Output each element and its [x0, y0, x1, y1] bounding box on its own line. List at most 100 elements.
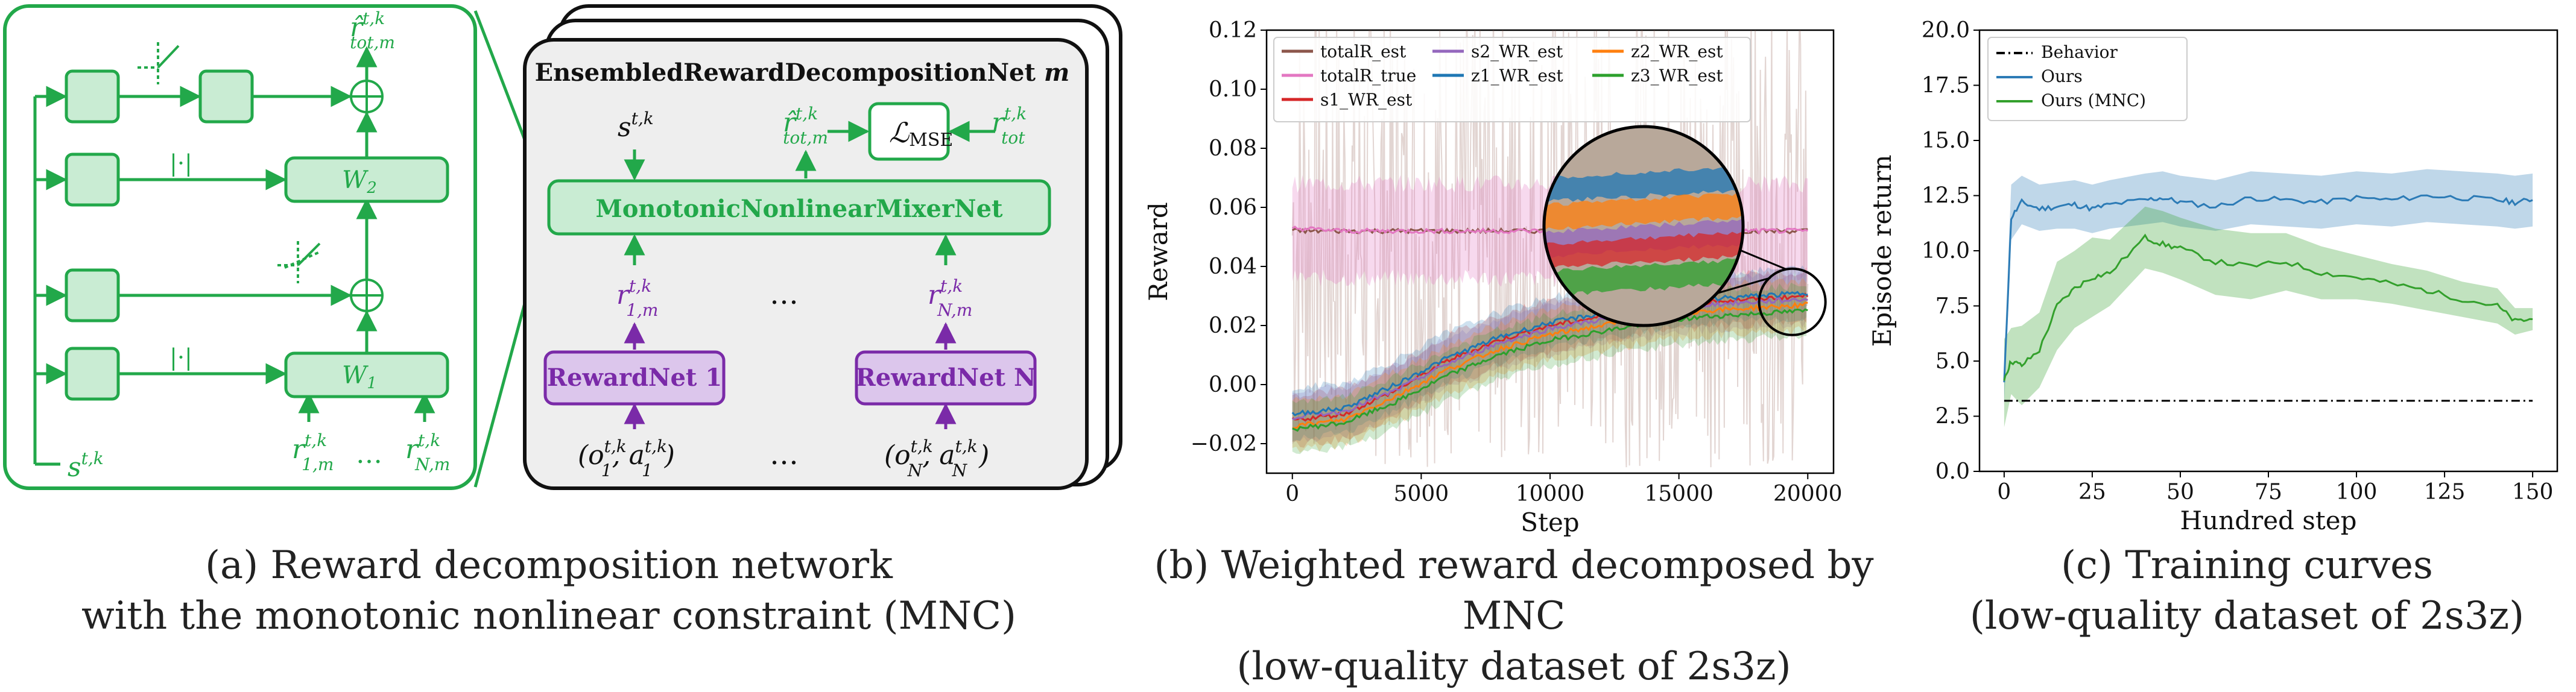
- w1-label: W1: [342, 362, 377, 392]
- state-input-label: st,k: [68, 448, 104, 483]
- legend-b: totalR_esttotalR_trues1_WR_ests2_WR_estz…: [1273, 37, 1751, 122]
- x-tick-label: 0: [1997, 480, 2011, 505]
- y-tick-label: 15.0: [1922, 128, 1970, 153]
- hyper-box-5: [65, 347, 120, 401]
- band-Ours: [2004, 169, 2533, 406]
- panel-a-diagram: |·| |·| W2 W1 st,k r̂t,k tot,m rt,k 1,m … …: [3, 4, 1122, 490]
- y-tick-label: 0.02: [1209, 313, 1257, 338]
- reward-label-N: rt,k N,m: [928, 276, 972, 320]
- caption-c: (c) Training curves (low-quality dataset…: [1918, 540, 2576, 641]
- loss-label: ℒMSE: [889, 116, 953, 151]
- rewardnet-N-box: [855, 350, 1037, 406]
- y-axis-label: Reward: [1144, 202, 1173, 301]
- y-tick-label: 7.5: [1935, 294, 1970, 319]
- plot-content-c: [2003, 169, 2533, 427]
- zoom-source-circle: [1758, 267, 1827, 336]
- y-tick-label: 0.0: [1935, 459, 1970, 484]
- series-s2_WR_est: [1292, 297, 1808, 420]
- zoom-line-1: [1715, 277, 1771, 295]
- loss-box: [868, 102, 950, 161]
- net-target: rt,k tot: [992, 104, 1027, 148]
- band-z3_WR_est: [1292, 282, 1807, 455]
- rewardnet-1-box: [543, 350, 726, 406]
- w1-box: [284, 351, 449, 398]
- caption-b: (b) Weighted reward decomposed by MNC (l…: [1110, 540, 1918, 692]
- series-Ours: [2003, 194, 2533, 383]
- abs-label-bottom: |·|: [169, 344, 192, 371]
- x-tick-label: 20000: [1773, 482, 1843, 506]
- zoom-band-3: [1544, 231, 1742, 268]
- zoom-line-2: [1739, 249, 1787, 271]
- zoom-band-0: [1544, 164, 1742, 202]
- legend-c: Behavior Ours Ours (MNC): [1987, 37, 2188, 121]
- x-tick-label: 25: [2078, 480, 2106, 505]
- obs-dots: …: [770, 438, 799, 471]
- zoom-content: [1544, 127, 1743, 326]
- x-tick-label: 100: [2336, 480, 2378, 505]
- y-tick-label: 5.0: [1935, 349, 1970, 374]
- zoom-band-1: [1544, 192, 1742, 231]
- legend-c-label: Ours (MNC): [2041, 90, 2146, 110]
- x-tick-label: 125: [2424, 480, 2466, 505]
- y-tick-label: 20.0: [1922, 18, 1970, 43]
- net-title: EnsembledRewardDecompositionNet m: [535, 58, 1070, 87]
- caption-a-line1: (a) Reward decomposition network: [205, 543, 893, 588]
- caption-a: (a) Reward decomposition network with th…: [0, 540, 1098, 641]
- abs-label-top: |·|: [169, 150, 192, 177]
- y-tick-label: 0.12: [1209, 18, 1257, 43]
- net-output-est: r̂t,k tot,m: [783, 104, 828, 148]
- caption-b-line1: (b) Weighted reward decomposed by MNC: [1154, 543, 1874, 638]
- y-tick-label: −0.02: [1191, 432, 1257, 456]
- obs-act-1: (ot,k 1, at,k 1): [578, 436, 675, 480]
- y-tick-label: 0.00: [1209, 373, 1257, 397]
- reward-label-1: rt,k 1,m: [616, 276, 658, 320]
- legend-c-label: Ours: [2041, 66, 2083, 86]
- x-axis-label: Step: [1521, 508, 1579, 537]
- mixer-input-rN: rt,k N,m: [405, 430, 450, 474]
- hyper-box-4: [65, 268, 120, 322]
- training-curves-chart: 0 25 50 75 100 125 150 0.0 2.5 5.0 7.5 10.0 12.5 15.0…: [1867, 18, 2559, 535]
- mixer-net-label: MonotonicNonlinearMixerNet: [595, 195, 1003, 223]
- y-tick-label: 0.06: [1209, 195, 1257, 220]
- y-tick-label: 2.5: [1935, 404, 1970, 429]
- hyper-box-3: [65, 153, 120, 207]
- hyper-box-2: [198, 69, 254, 124]
- rewardnet-N-label: RewardNet N: [855, 363, 1036, 392]
- y-tick-label: 0.08: [1209, 136, 1257, 161]
- net-state-input: st,k: [618, 109, 654, 143]
- legend-b-label: z2_WR_est: [1631, 42, 1723, 61]
- y-tick-label: 0.04: [1209, 254, 1257, 279]
- x-tick-label: 150: [2512, 480, 2554, 505]
- caption-c-line2: (low-quality dataset of 2s3z): [1969, 594, 2525, 638]
- y-tick-label: 0.10: [1209, 77, 1257, 102]
- legend-b-label: totalR_est: [1320, 42, 1407, 61]
- caption-b-line2: (low-quality dataset of 2s3z): [1236, 644, 1791, 689]
- caption-a-line2: with the monotonic nonlinear constraint …: [81, 594, 1016, 638]
- zoom-band-4: [1544, 258, 1742, 297]
- legend-b-label: z3_WR_est: [1631, 66, 1723, 86]
- x-axis-label: Hundred step: [2180, 506, 2357, 535]
- zoom-circle: [1542, 125, 1745, 327]
- band-Ours-MNC-: [2004, 206, 2533, 427]
- x-tick-label: 50: [2166, 480, 2194, 505]
- caption-c-line1: (c) Training curves: [2061, 543, 2433, 588]
- reward-chart: 0 5000 10000 15000 20000 −0.02 0.00 0.02 0.04 0.0…: [1144, 18, 1843, 537]
- x-tick-label: 0: [1285, 482, 1299, 506]
- legend-b-label: z1_WR_est: [1471, 66, 1563, 86]
- x-tick-label: 10000: [1516, 482, 1585, 506]
- w2-box: [284, 156, 449, 203]
- series-z2_WR_est: [1292, 301, 1808, 429]
- y-axis-label: Episode return: [1867, 155, 1897, 347]
- y-tick-label: 10.0: [1922, 239, 1970, 263]
- mixer-input-dots: …: [356, 439, 382, 470]
- legend-c-frame: [1987, 37, 2188, 121]
- relu-icon-top: [138, 42, 180, 84]
- relu-icon-bottom: [277, 241, 321, 283]
- y-tick-label: 17.5: [1922, 74, 1970, 98]
- y-tick-label: 12.5: [1922, 184, 1970, 209]
- obs-act-N: (ot,k N, at,k N): [884, 436, 989, 480]
- x-tick-label: 5000: [1394, 482, 1449, 506]
- x-tick-label: 15000: [1644, 482, 1714, 506]
- band-z2_WR_est: [1292, 277, 1807, 453]
- legend-b-frame: [1273, 37, 1751, 122]
